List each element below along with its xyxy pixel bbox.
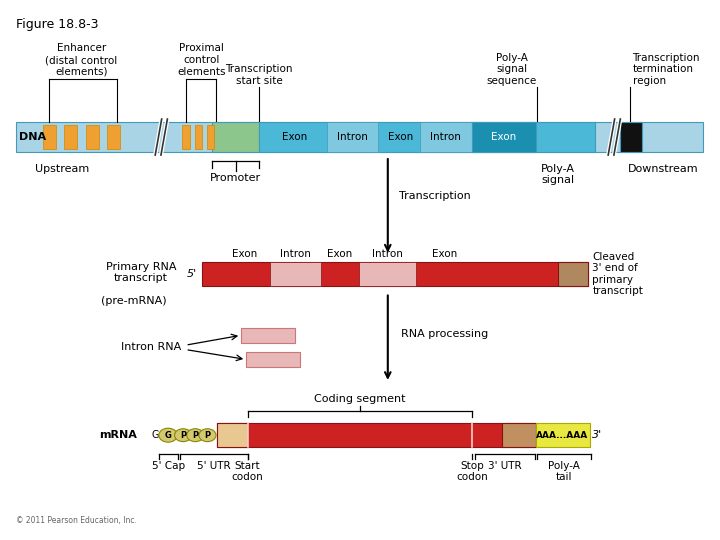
FancyBboxPatch shape (246, 352, 300, 367)
Circle shape (159, 428, 177, 442)
Text: (pre-mRNA): (pre-mRNA) (101, 296, 166, 306)
FancyBboxPatch shape (558, 262, 588, 286)
Text: Intron RNA: Intron RNA (122, 342, 181, 353)
Text: Coding segment: Coding segment (314, 394, 405, 404)
Text: Intron: Intron (280, 249, 311, 259)
Text: Transcription
start site: Transcription start site (225, 64, 293, 86)
Text: Intron: Intron (337, 132, 368, 142)
FancyBboxPatch shape (270, 262, 321, 286)
Text: AAA...AAA: AAA...AAA (536, 431, 588, 440)
Circle shape (174, 429, 192, 442)
Text: Transcription: Transcription (399, 191, 470, 201)
FancyBboxPatch shape (621, 122, 642, 152)
Text: Exon: Exon (491, 132, 516, 142)
Text: 3': 3' (593, 430, 603, 440)
Text: Enhancer
(distal control
elements): Enhancer (distal control elements) (45, 43, 117, 77)
Text: Transcription
termination
region: Transcription termination region (632, 52, 700, 86)
FancyBboxPatch shape (212, 122, 259, 152)
FancyBboxPatch shape (217, 423, 248, 447)
FancyBboxPatch shape (472, 122, 536, 152)
Text: Exon: Exon (388, 132, 413, 142)
Text: Downstream: Downstream (628, 164, 698, 174)
FancyBboxPatch shape (536, 423, 590, 447)
FancyBboxPatch shape (107, 125, 120, 148)
Circle shape (199, 429, 216, 442)
FancyBboxPatch shape (359, 262, 416, 286)
FancyBboxPatch shape (420, 122, 472, 152)
Text: Exon: Exon (232, 249, 257, 259)
FancyBboxPatch shape (16, 122, 703, 152)
Text: Poly-A
signal
sequence: Poly-A signal sequence (487, 52, 536, 86)
Text: © 2011 Pearson Education, Inc.: © 2011 Pearson Education, Inc. (16, 516, 137, 525)
FancyBboxPatch shape (217, 423, 536, 447)
Text: P: P (192, 431, 199, 440)
Text: P: P (204, 431, 210, 440)
Text: G: G (151, 430, 159, 440)
Text: Intron: Intron (372, 249, 403, 259)
Text: Promoter: Promoter (210, 173, 261, 183)
Text: Stop
codon: Stop codon (456, 461, 488, 482)
FancyBboxPatch shape (86, 125, 99, 148)
Circle shape (186, 429, 204, 442)
Text: Poly-A
signal: Poly-A signal (541, 164, 575, 185)
Text: 5' Cap: 5' Cap (152, 461, 185, 471)
FancyBboxPatch shape (503, 423, 536, 447)
Text: 3' UTR: 3' UTR (488, 461, 522, 471)
Text: Exon: Exon (326, 249, 352, 259)
FancyBboxPatch shape (241, 328, 294, 342)
Text: transcript: transcript (114, 273, 168, 282)
Text: G: G (165, 431, 171, 440)
FancyBboxPatch shape (259, 122, 595, 152)
Text: DNA: DNA (19, 132, 46, 142)
Text: Primary RNA: Primary RNA (106, 262, 176, 272)
Text: Exon: Exon (282, 132, 307, 142)
FancyBboxPatch shape (64, 125, 77, 148)
FancyBboxPatch shape (182, 125, 189, 148)
Text: Poly-A
tail: Poly-A tail (548, 461, 580, 482)
Text: mRNA: mRNA (99, 430, 138, 440)
FancyBboxPatch shape (202, 262, 588, 286)
FancyBboxPatch shape (327, 122, 379, 152)
Text: Proximal
control
elements: Proximal control elements (178, 43, 226, 77)
Text: Exon: Exon (433, 249, 458, 259)
Text: Figure 18.8-3: Figure 18.8-3 (16, 17, 98, 30)
Text: 5': 5' (186, 269, 197, 279)
Text: Upstream: Upstream (35, 164, 89, 174)
Text: RNA processing: RNA processing (400, 329, 488, 340)
Text: Start
codon: Start codon (232, 461, 264, 482)
Text: 5' UTR: 5' UTR (197, 461, 230, 471)
FancyBboxPatch shape (207, 125, 214, 148)
Text: Cleaved
3' end of
primary
transcript: Cleaved 3' end of primary transcript (593, 252, 644, 296)
FancyBboxPatch shape (194, 125, 202, 148)
Text: P: P (180, 431, 186, 440)
FancyBboxPatch shape (43, 125, 55, 148)
Text: Intron: Intron (431, 132, 462, 142)
